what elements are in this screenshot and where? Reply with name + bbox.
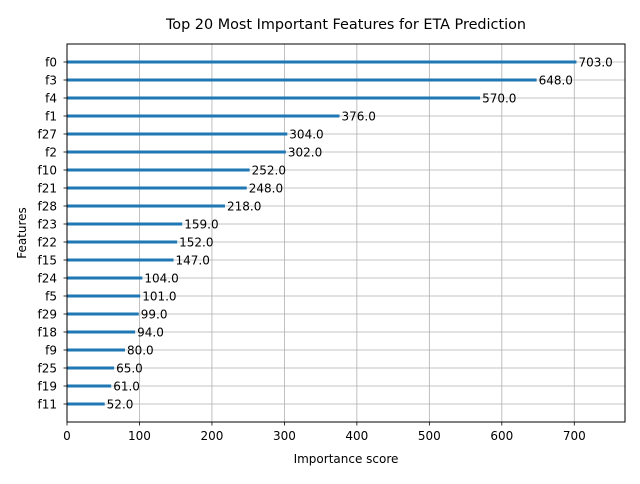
y-tick-label-f28: f28 bbox=[38, 200, 58, 214]
bar-f21 bbox=[67, 186, 247, 190]
x-tick-label: 100 bbox=[128, 429, 151, 443]
x-tick-label: 400 bbox=[345, 429, 368, 443]
value-label-f3: 648.0 bbox=[539, 74, 573, 88]
y-tick-label-f24: f24 bbox=[38, 272, 58, 286]
value-label-f10: 252.0 bbox=[252, 164, 286, 178]
y-tick-label-f18: f18 bbox=[38, 326, 58, 340]
value-label-f18: 94.0 bbox=[137, 326, 164, 340]
y-tick-label-f11: f11 bbox=[38, 398, 58, 412]
bars bbox=[67, 60, 577, 406]
bar-f29 bbox=[67, 312, 139, 316]
bar-f4 bbox=[67, 96, 481, 100]
value-label-f28: 218.0 bbox=[227, 200, 261, 214]
bar-f1 bbox=[67, 114, 340, 118]
y-tick-label-f5: f5 bbox=[45, 290, 57, 304]
value-label-f0: 703.0 bbox=[578, 56, 612, 70]
bar-f25 bbox=[67, 366, 115, 370]
bar-f11 bbox=[67, 402, 105, 406]
value-label-f21: 248.0 bbox=[249, 182, 283, 196]
bar-f23 bbox=[67, 222, 183, 226]
value-label-f5: 101.0 bbox=[142, 290, 176, 304]
x-tick-label: 700 bbox=[563, 429, 586, 443]
y-tick-label-f15: f15 bbox=[38, 254, 58, 268]
y-axis-label: Features bbox=[15, 207, 29, 259]
value-label-f29: 99.0 bbox=[141, 308, 168, 322]
x-axis-ticks: 0 100 200 300 400 500 600 700 bbox=[63, 422, 586, 443]
bar-f9 bbox=[67, 348, 125, 352]
bar-f10 bbox=[67, 168, 250, 172]
bar-f19 bbox=[67, 384, 112, 388]
y-tick-label-f27: f27 bbox=[38, 128, 58, 142]
value-label-f22: 152.0 bbox=[179, 236, 213, 250]
y-tick-label-f10: f10 bbox=[38, 164, 58, 178]
plot-area-frame bbox=[66, 43, 626, 423]
bar-f3 bbox=[67, 78, 537, 82]
y-tick-label-f23: f23 bbox=[38, 218, 58, 232]
y-axis-ticks: f0 f3 f4 f1 f27 f2 f10 f21 f28 f23 f22 f15 f24 f5 f29 f… bbox=[38, 56, 67, 412]
bar-f0 bbox=[67, 60, 577, 64]
x-tick-label: 300 bbox=[273, 429, 296, 443]
y-tick-label-f21: f21 bbox=[38, 182, 58, 196]
y-tick-label-f0: f0 bbox=[45, 56, 57, 70]
bar-f27 bbox=[67, 132, 288, 136]
value-label-f4: 570.0 bbox=[482, 92, 516, 106]
y-tick-label-f4: f4 bbox=[45, 92, 57, 106]
value-label-f9: 80.0 bbox=[127, 344, 154, 358]
value-label-f27: 304.0 bbox=[289, 128, 323, 142]
x-tick-label: 600 bbox=[490, 429, 513, 443]
bar-f18 bbox=[67, 330, 136, 334]
y-tick-label-f22: f22 bbox=[38, 236, 58, 250]
y-tick-label-f9: f9 bbox=[45, 344, 57, 358]
y-tick-label-f29: f29 bbox=[38, 308, 58, 322]
y-tick-label-f19: f19 bbox=[38, 380, 58, 394]
y-tick-label-f3: f3 bbox=[45, 74, 57, 88]
bar-f5 bbox=[67, 294, 141, 298]
y-tick-label-f2: f2 bbox=[45, 146, 57, 160]
bar-f2 bbox=[67, 150, 286, 154]
y-tick-label-f1: f1 bbox=[45, 110, 57, 124]
value-label-f11: 52.0 bbox=[107, 398, 134, 412]
value-label-f19: 61.0 bbox=[113, 380, 140, 394]
value-label-f23: 159.0 bbox=[184, 218, 218, 232]
bar-f15 bbox=[67, 258, 174, 262]
value-label-f24: 104.0 bbox=[144, 272, 178, 286]
x-tick-label: 500 bbox=[418, 429, 441, 443]
bar-f28 bbox=[67, 204, 225, 208]
value-label-f2: 302.0 bbox=[288, 146, 322, 160]
value-label-f1: 376.0 bbox=[341, 110, 375, 124]
bar-f22 bbox=[67, 240, 178, 244]
value-label-f15: 147.0 bbox=[176, 254, 210, 268]
x-tick-label: 200 bbox=[200, 429, 223, 443]
chart-title: Top 20 Most Important Features for ETA P… bbox=[165, 17, 526, 33]
bar-f24 bbox=[67, 276, 143, 280]
value-label-f25: 65.0 bbox=[116, 362, 143, 376]
x-axis-label: Importance score bbox=[294, 452, 399, 466]
x-tick-label: 0 bbox=[63, 429, 71, 443]
y-tick-label-f25: f25 bbox=[38, 362, 58, 376]
